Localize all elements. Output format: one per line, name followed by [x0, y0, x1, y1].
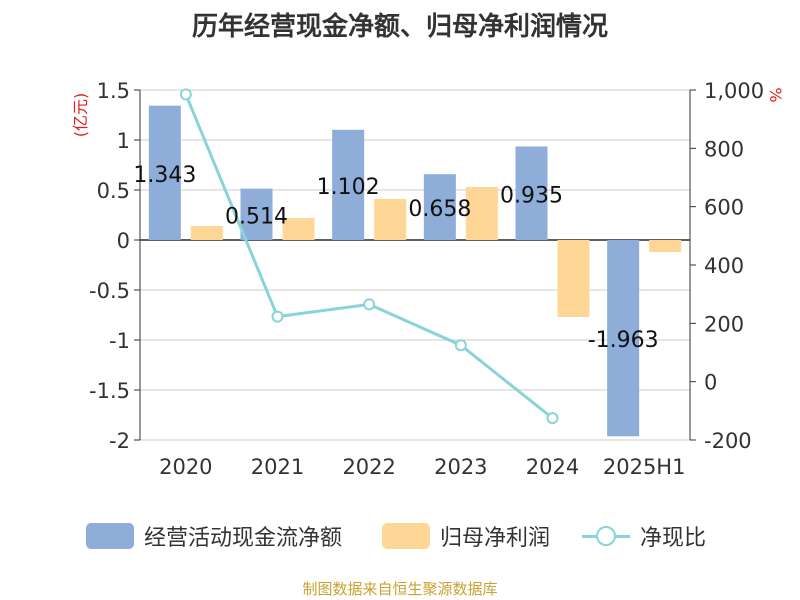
ratio-point-2023	[454, 339, 467, 352]
x-tick-label-4: 2024	[526, 455, 579, 479]
bars	[148, 105, 682, 437]
left-tick-label-4: -0.5	[89, 279, 130, 303]
legend-item-netprofit[interactable]: 归母净利润	[382, 516, 550, 556]
ratio-point-2020	[179, 88, 192, 101]
bar-cashflow-2022	[332, 129, 365, 240]
left-tick-label-5: -1	[109, 329, 130, 353]
bar-cashflow-2020	[148, 105, 181, 240]
data-label-cashflow-2025H1: -1.963	[588, 328, 659, 353]
bar-netprofit-2024	[557, 240, 590, 317]
bar-netprofit-2025H1	[649, 240, 682, 252]
bar-cashflow-2021	[240, 188, 273, 240]
grid-lines	[140, 89, 690, 441]
bar-netprofit-2022	[374, 199, 407, 240]
legend-item-cashflow[interactable]: 经营活动现金流净额	[86, 516, 342, 556]
left-tick-label-3: 0	[117, 229, 130, 253]
bar-cashflow-2025H1	[607, 240, 640, 437]
bar-netprofit-2023	[465, 187, 498, 240]
right-tick-label-0: 1,000	[704, 79, 764, 103]
legend-label-netprofit: 归母净利润	[440, 526, 551, 551]
ratio-point-2022	[363, 298, 376, 311]
right-tick-label-5: 0	[704, 371, 717, 395]
bar-netprofit-2021	[282, 218, 315, 240]
legend: 经营活动现金流净额 归母净利润 净现比	[0, 516, 800, 556]
left-tick-label-2: 0.5	[97, 179, 130, 203]
right-axis-unit: %	[766, 87, 785, 102]
left-tick-label-1: 1	[117, 129, 130, 153]
bar-netprofit-2020	[190, 226, 223, 240]
legend-label-cashflow: 经营活动现金流净额	[144, 526, 343, 551]
bar-cashflow-2023	[423, 174, 456, 240]
data-label-cashflow-2023: 0.658	[408, 197, 471, 222]
right-tick-label-3: 400	[704, 254, 744, 278]
ratio-point-2021	[271, 310, 284, 323]
right-tick-label-4: 200	[704, 312, 744, 336]
x-tick-label-2: 2022	[342, 455, 395, 479]
source-note: 制图数据来自恒生聚源数据库	[302, 580, 498, 598]
x-tick-label-0: 2020	[159, 455, 212, 479]
legend-swatch-ratio	[582, 523, 630, 549]
legend-label-ratio: 净现比	[640, 526, 707, 551]
x-tick-label-1: 2021	[251, 455, 304, 479]
data-label-cashflow-2024: 0.935	[500, 183, 563, 208]
bar-cashflow-2024	[515, 146, 548, 240]
chart-title: 历年经营现金净额、归母净利润情况	[191, 12, 608, 42]
legend-swatch-netprofit	[382, 523, 430, 549]
tick-labels: 1.5 1 0.5 0 -0.5 -1 -1.5 -2 1,000 800 600 400 200 0 -2…	[71, 79, 785, 479]
data-label-cashflow-2021: 0.514	[225, 204, 288, 229]
left-tick-label-7: -2	[109, 429, 130, 453]
axes	[134, 89, 696, 441]
data-label-cashflow-2022: 1.102	[317, 175, 380, 200]
x-tick-label-3: 2023	[434, 455, 487, 479]
ratio-line	[179, 88, 559, 425]
left-axis-unit: (亿元)	[71, 93, 90, 138]
legend-item-ratio[interactable]: 净现比	[582, 516, 706, 556]
data-label-cashflow-2020: 1.343	[133, 163, 196, 188]
x-tick-label-5: 2025H1	[603, 455, 686, 479]
ratio-polyline	[184, 93, 554, 420]
right-tick-label-6: -200	[704, 429, 752, 453]
legend-swatch-cashflow	[86, 523, 134, 549]
right-tick-label-2: 600	[704, 196, 744, 220]
left-tick-label-0: 1.5	[97, 79, 130, 103]
right-tick-label-1: 800	[704, 137, 744, 161]
ratio-point-2024	[546, 412, 559, 425]
data-labels: 1.343 0.514 1.102 0.658 0.935 -1.963	[133, 163, 658, 353]
left-tick-label-6: -1.5	[89, 379, 130, 403]
